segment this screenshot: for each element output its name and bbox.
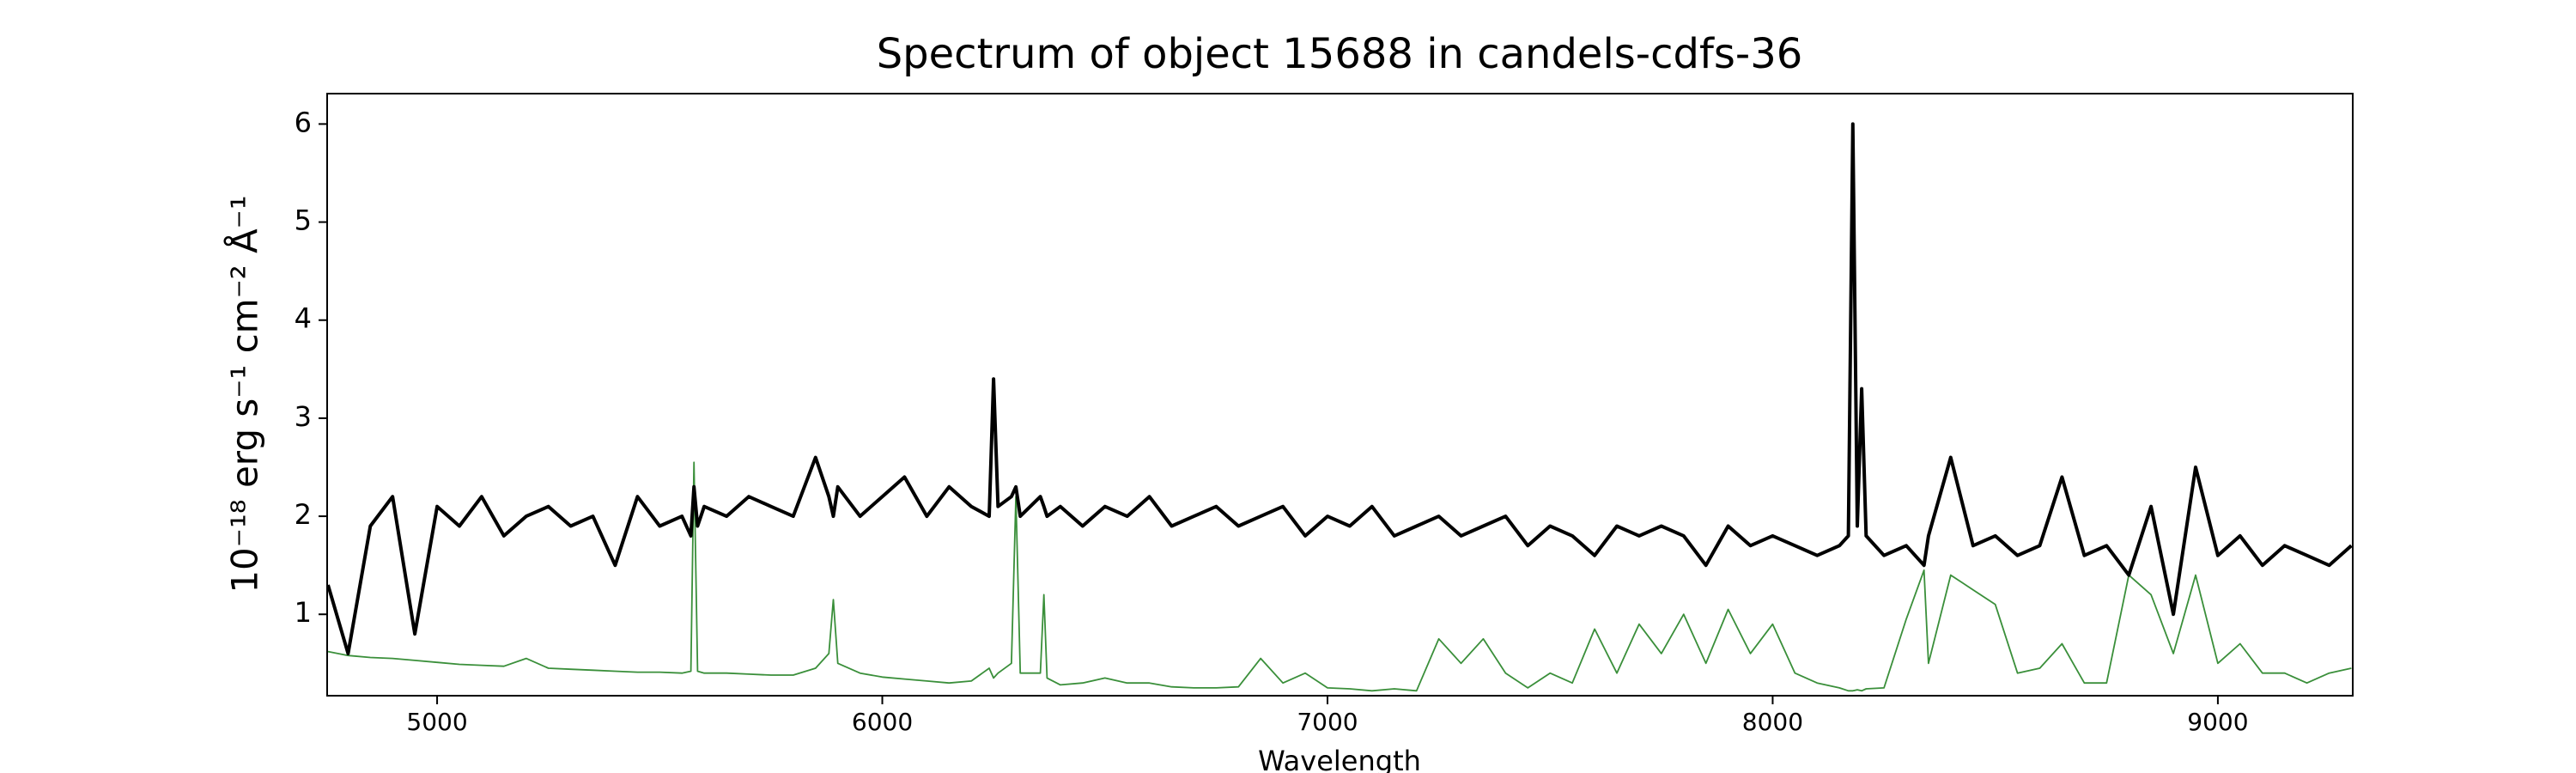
x-tick-label: 9000 bbox=[2187, 708, 2248, 736]
y-tick-label: 3 bbox=[295, 400, 312, 433]
x-tick-label: 6000 bbox=[852, 708, 913, 736]
y-tick-label: 6 bbox=[295, 106, 312, 138]
x-tick-label: 5000 bbox=[406, 708, 467, 736]
y-tick-label: 1 bbox=[295, 596, 312, 629]
x-tick-label: 8000 bbox=[1742, 708, 1803, 736]
y-tick-label: 2 bbox=[295, 498, 312, 531]
chart-title: Spectrum of object 15688 in candels-cdfs… bbox=[877, 30, 1803, 78]
y-tick-label: 5 bbox=[295, 204, 312, 237]
plot-frame bbox=[326, 93, 2354, 697]
x-axis-label: Wavelength bbox=[1258, 745, 1421, 773]
spectrum-line bbox=[327, 461, 2352, 692]
y-axis-label: 10⁻¹⁸ erg s⁻¹ cm⁻² Å⁻¹ bbox=[223, 195, 266, 593]
y-tick-label: 4 bbox=[295, 302, 312, 335]
x-tick-label: 7000 bbox=[1297, 708, 1358, 736]
spectrum-line bbox=[327, 122, 2353, 655]
